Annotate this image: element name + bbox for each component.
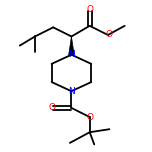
Text: O: O xyxy=(105,30,112,40)
Polygon shape xyxy=(69,36,74,55)
Text: O: O xyxy=(86,5,93,14)
Text: N: N xyxy=(68,50,75,59)
Text: O: O xyxy=(87,112,94,122)
Text: N: N xyxy=(68,87,75,96)
Text: O: O xyxy=(49,103,56,112)
